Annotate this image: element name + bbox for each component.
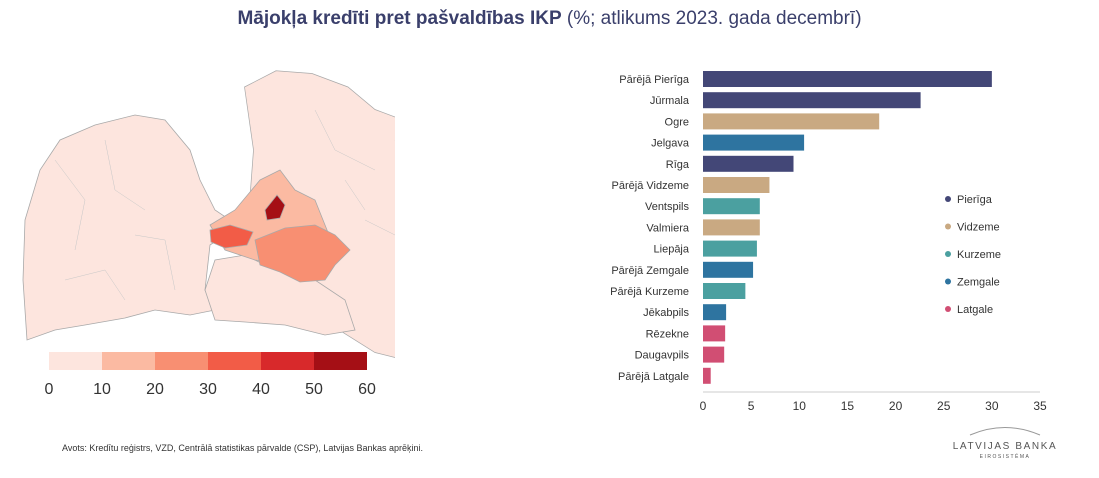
x-tick-label: 20 bbox=[889, 399, 903, 413]
x-tick-label: 35 bbox=[1033, 399, 1047, 413]
category-label: Rīga bbox=[666, 159, 690, 171]
category-label: Jūrmala bbox=[650, 95, 690, 107]
category-label: Pārējā Pierīga bbox=[619, 74, 690, 86]
scale-swatch bbox=[208, 352, 261, 370]
region-zemgale bbox=[204, 254, 356, 336]
region-kurzeme bbox=[22, 114, 231, 341]
bar bbox=[703, 240, 757, 257]
region-legend: Pierīga Vidzeme Kurzeme Zemgale Latgale bbox=[945, 194, 1001, 316]
legend-marker bbox=[945, 223, 951, 230]
title-bold: Mājokļa kredīti pret pašvaldības IKP bbox=[237, 8, 562, 29]
bar bbox=[703, 346, 725, 363]
legend-label: Kurzeme bbox=[957, 249, 1001, 261]
category-label: Valmiera bbox=[646, 222, 689, 234]
logo-arc-icon bbox=[969, 427, 1041, 436]
bar bbox=[703, 134, 805, 151]
chart-title: Mājokļa kredīti pret pašvaldības IKP (%;… bbox=[0, 8, 1099, 30]
category-label: Pārējā Vidzeme bbox=[612, 180, 689, 192]
scale-swatch bbox=[102, 352, 155, 370]
bar bbox=[703, 219, 760, 236]
scale-tick-label: 20 bbox=[146, 381, 164, 398]
x-tick-label: 10 bbox=[793, 399, 807, 413]
legend-label: Pierīga bbox=[957, 194, 993, 206]
category-label: Jelgava bbox=[651, 138, 690, 150]
source-note: Avots: Kredītu reģistrs, VZD, Centrālā s… bbox=[62, 443, 423, 453]
legend-marker bbox=[945, 251, 951, 257]
category-label: Liepāja bbox=[654, 244, 690, 256]
scale-tick-label: 60 bbox=[358, 381, 376, 398]
category-label: Pārējā Latgale bbox=[618, 371, 689, 383]
category-label: Ventspils bbox=[645, 201, 690, 213]
bar bbox=[703, 92, 921, 109]
latvia-choropleth-map: 0 10 20 30 40 50 60 bbox=[22, 70, 395, 398]
bar bbox=[703, 325, 726, 342]
region-ogre bbox=[254, 224, 351, 283]
x-tick-label: 0 bbox=[700, 399, 707, 413]
x-tick-label: 5 bbox=[748, 399, 755, 413]
latvia-outline bbox=[22, 70, 395, 358]
x-tick-label: 30 bbox=[985, 399, 999, 413]
category-label: Rēzekne bbox=[646, 328, 689, 340]
scale-swatch bbox=[49, 352, 102, 370]
bar-chart: 0 5 10 15 20 25 30 35 Pārējā Pierīga Jūrmala Ogre… bbox=[610, 71, 1047, 413]
logo-name: LATVIJAS BANKA bbox=[952, 441, 1058, 452]
municipality-borders bbox=[54, 109, 395, 301]
bar bbox=[703, 71, 992, 87]
bar bbox=[703, 177, 770, 193]
legend-label: Vidzeme bbox=[957, 222, 1000, 234]
category-label: Daugavpils bbox=[635, 350, 690, 362]
category-label: Ogre bbox=[665, 116, 689, 128]
category-label: Pārējā Kurzeme bbox=[610, 286, 689, 298]
category-label: Pārējā Zemgale bbox=[611, 265, 689, 277]
scale-tick-label: 30 bbox=[199, 381, 217, 398]
bars bbox=[703, 71, 992, 384]
legend-label: Latgale bbox=[957, 304, 993, 316]
x-tick-label: 25 bbox=[937, 399, 951, 413]
category-label: Jēkabpils bbox=[643, 307, 689, 319]
region-jurmala bbox=[209, 224, 254, 249]
region-riga bbox=[264, 194, 286, 221]
bar bbox=[703, 113, 880, 130]
scale-swatch bbox=[314, 352, 367, 370]
bar bbox=[703, 155, 794, 172]
bar bbox=[703, 304, 727, 321]
legend-marker bbox=[945, 278, 951, 285]
latvijas-banka-logo: LATVIJAS BANKA EIROSISTĒMA bbox=[950, 422, 1060, 460]
category-labels: Pārējā Pierīga Jūrmala Ogre Jelgava Rīga Pārē… bbox=[610, 74, 690, 383]
scale-swatch bbox=[155, 352, 208, 370]
legend-marker bbox=[945, 196, 951, 202]
x-axis: 0 5 10 15 20 25 30 35 bbox=[700, 391, 1047, 413]
legend-marker bbox=[945, 306, 951, 312]
title-rest: (%; atlikums 2023. gada decembrī) bbox=[561, 8, 862, 29]
logo-subtitle: EIROSISTĒMA bbox=[979, 454, 1031, 460]
bar bbox=[703, 198, 760, 215]
bar bbox=[703, 367, 711, 384]
scale-swatch bbox=[261, 352, 314, 370]
scale-tick-label: 40 bbox=[252, 381, 270, 398]
bar bbox=[703, 261, 754, 278]
scale-tick-label: 0 bbox=[45, 381, 54, 398]
bar bbox=[703, 283, 746, 299]
scale-tick-label: 50 bbox=[305, 381, 323, 398]
color-scale-legend: 0 10 20 30 40 50 60 bbox=[45, 352, 376, 398]
scale-tick-label: 10 bbox=[93, 381, 111, 398]
legend-label: Zemgale bbox=[957, 277, 1000, 289]
x-tick-label: 15 bbox=[841, 399, 855, 413]
